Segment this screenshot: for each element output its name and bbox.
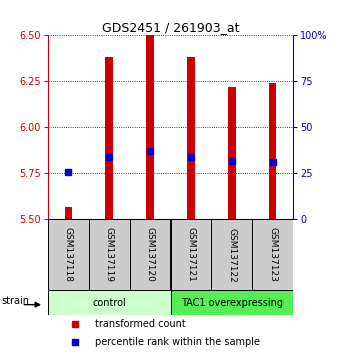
Bar (269, 83, 277, 219)
Text: GSM137118: GSM137118 (64, 227, 73, 282)
Bar (211, 219, 252, 290)
Bar (130, 219, 170, 290)
Text: GSM137120: GSM137120 (146, 227, 154, 282)
Bar (170, 219, 211, 290)
Bar (48, 290, 170, 315)
Bar (252, 219, 293, 290)
Text: GSM137123: GSM137123 (268, 227, 277, 282)
Text: GSM137119: GSM137119 (105, 227, 114, 282)
Text: strain: strain (1, 296, 29, 306)
Bar (105, 57, 113, 219)
Bar (64, 207, 72, 219)
Text: transformed count: transformed count (95, 319, 186, 329)
Text: control: control (92, 298, 126, 308)
Text: percentile rank within the sample: percentile rank within the sample (95, 337, 261, 347)
Bar (48, 219, 89, 290)
Title: GDS2451 / 261903_at: GDS2451 / 261903_at (102, 21, 239, 34)
Bar (146, 35, 154, 219)
Bar (89, 219, 130, 290)
Text: GSM137122: GSM137122 (227, 228, 236, 282)
Bar (187, 57, 195, 219)
Bar (170, 290, 293, 315)
Text: GSM137121: GSM137121 (187, 227, 195, 282)
Bar (228, 87, 236, 219)
Text: TAC1 overexpressing: TAC1 overexpressing (181, 298, 283, 308)
